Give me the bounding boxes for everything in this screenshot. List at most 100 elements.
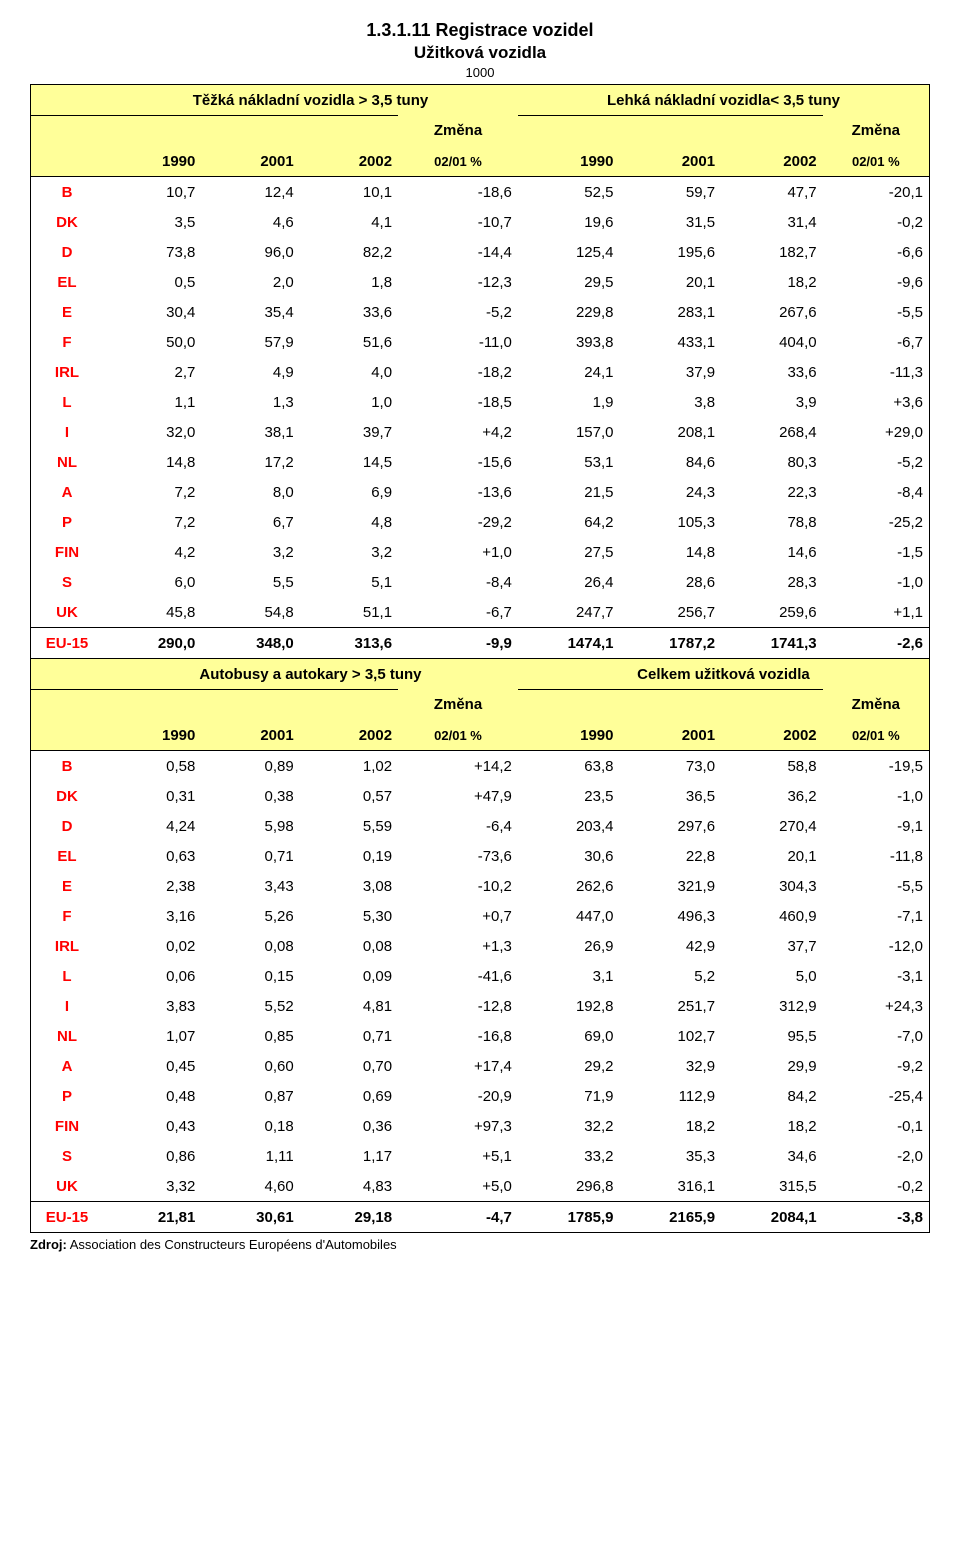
cell: 1,8 (300, 267, 398, 297)
cell: 0,58 (103, 751, 201, 782)
cell: -25,4 (823, 1081, 930, 1111)
country-code: S (31, 567, 104, 597)
cell: 195,6 (619, 237, 721, 267)
cell: 52,5 (518, 177, 620, 208)
cell: -3,1 (823, 961, 930, 991)
cell: 30,4 (103, 297, 201, 327)
cell: 105,3 (619, 507, 721, 537)
cell: 23,5 (518, 781, 620, 811)
country-code: A (31, 477, 104, 507)
country-code: F (31, 901, 104, 931)
cell: 17,2 (201, 447, 299, 477)
cell: 38,1 (201, 417, 299, 447)
cell: 18,2 (721, 1111, 823, 1141)
cell: 51,1 (300, 597, 398, 628)
country-code: IRL (31, 931, 104, 961)
cell: 304,3 (721, 871, 823, 901)
country-code: D (31, 811, 104, 841)
cell: 33,2 (518, 1141, 620, 1171)
cell: 1,9 (518, 387, 620, 417)
hdr-blank (619, 690, 721, 721)
cell: -5,2 (398, 297, 518, 327)
cell: 1,07 (103, 1021, 201, 1051)
cell: -41,6 (398, 961, 518, 991)
cell: 3,08 (300, 871, 398, 901)
cell: 3,1 (518, 961, 620, 991)
cell: 4,9 (201, 357, 299, 387)
hdr-blank (103, 690, 201, 721)
cell: 283,1 (619, 297, 721, 327)
cell: 0,19 (300, 841, 398, 871)
cell: -18,2 (398, 357, 518, 387)
cell: 29,9 (721, 1051, 823, 1081)
cell: 2,0 (201, 267, 299, 297)
cell: 33,6 (300, 297, 398, 327)
cell: 0,63 (103, 841, 201, 871)
cell: 404,0 (721, 327, 823, 357)
cell: 3,43 (201, 871, 299, 901)
country-code: IRL (31, 357, 104, 387)
cell: 0,85 (201, 1021, 299, 1051)
hdr-blank (31, 690, 104, 721)
cell: +5,1 (398, 1141, 518, 1171)
source-line: Zdroj: Association des Constructeurs Eur… (30, 1237, 930, 1252)
year-header: 1990 (518, 720, 620, 751)
source-text: Association des Constructeurs Européens … (70, 1237, 397, 1252)
cell: 2,38 (103, 871, 201, 901)
cell: 4,1 (300, 207, 398, 237)
cell: +47,9 (398, 781, 518, 811)
page-subtitle: Užitková vozidla (30, 43, 930, 63)
cell: 4,24 (103, 811, 201, 841)
cell: -5,2 (823, 447, 930, 477)
cell: 14,8 (619, 537, 721, 567)
cell: +0,7 (398, 901, 518, 931)
cell: 5,59 (300, 811, 398, 841)
cell: -6,7 (398, 597, 518, 628)
cell: 0,31 (103, 781, 201, 811)
cell: 0,45 (103, 1051, 201, 1081)
cell: 102,7 (619, 1021, 721, 1051)
cell: 35,3 (619, 1141, 721, 1171)
cell: 259,6 (721, 597, 823, 628)
eu-cell: -4,7 (398, 1202, 518, 1233)
cell: 19,6 (518, 207, 620, 237)
country-code: EL (31, 267, 104, 297)
cell: 95,5 (721, 1021, 823, 1051)
cell: -2,0 (823, 1141, 930, 1171)
cell: 3,16 (103, 901, 201, 931)
change-header: Změna (398, 690, 518, 721)
cell: 84,6 (619, 447, 721, 477)
cell: 0,89 (201, 751, 299, 782)
year-header: 1990 (103, 720, 201, 751)
country-code: DK (31, 781, 104, 811)
cell: 53,1 (518, 447, 620, 477)
cell: 262,6 (518, 871, 620, 901)
year-header: 2001 (201, 146, 299, 177)
cell: 5,26 (201, 901, 299, 931)
cell: 32,9 (619, 1051, 721, 1081)
cell: 10,1 (300, 177, 398, 208)
cell: 35,4 (201, 297, 299, 327)
cell: 32,0 (103, 417, 201, 447)
cell: -29,2 (398, 507, 518, 537)
cell: 0,06 (103, 961, 201, 991)
cell: 32,2 (518, 1111, 620, 1141)
cell: +1,3 (398, 931, 518, 961)
cell: 192,8 (518, 991, 620, 1021)
cell: 125,4 (518, 237, 620, 267)
cell: -6,4 (398, 811, 518, 841)
year-header: 2001 (201, 720, 299, 751)
cell: 0,08 (300, 931, 398, 961)
country-code: FIN (31, 537, 104, 567)
cell: -10,2 (398, 871, 518, 901)
country-code: UK (31, 597, 104, 628)
cell: 37,9 (619, 357, 721, 387)
cell: -1,0 (823, 567, 930, 597)
cell: 4,83 (300, 1171, 398, 1202)
cell: 4,2 (103, 537, 201, 567)
cell: 18,2 (619, 1111, 721, 1141)
cell: -9,1 (823, 811, 930, 841)
cell: -11,0 (398, 327, 518, 357)
cell: 59,7 (619, 177, 721, 208)
group-header: Celkem užitková vozidla (518, 659, 930, 690)
